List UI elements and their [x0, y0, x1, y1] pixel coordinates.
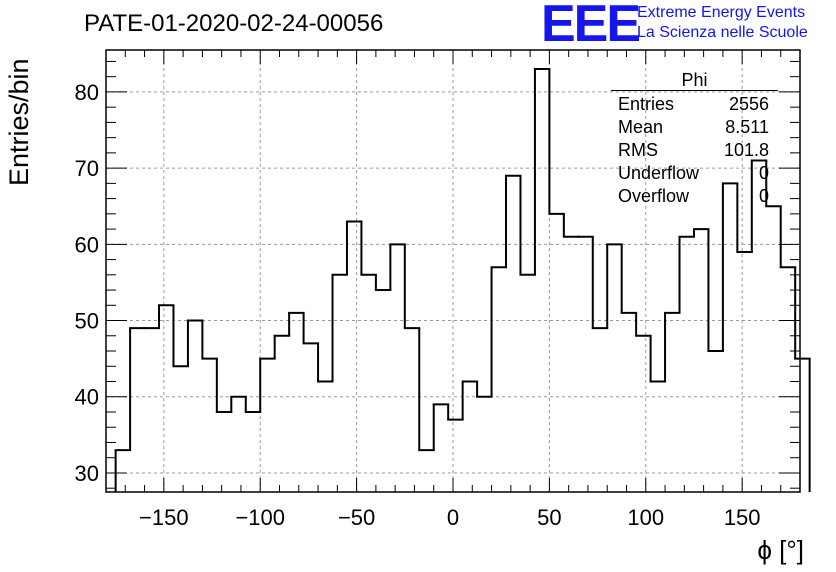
stats-label: Entries	[618, 94, 675, 114]
chart-title: PATE-01-2020-02-24-00056	[84, 10, 384, 37]
stats-value: 101.8	[723, 140, 769, 160]
x-tick-label: −100	[235, 505, 285, 530]
stats-row-entries: Entries 2556	[611, 93, 778, 116]
histogram-series	[114, 68, 811, 492]
stats-label: Mean	[618, 117, 664, 137]
y-tick-label: 70	[75, 156, 99, 181]
stats-box: Phi Entries 2556 Mean 8.511 RMS 101.8 Un…	[611, 70, 778, 208]
stats-row-rms: RMS 101.8	[611, 139, 778, 162]
axis-tick-labels: −150 −100 −50 0 50 100 150 30 40 50 60 70 80	[75, 80, 761, 530]
y-axis-label: Entries/bin	[4, 58, 34, 186]
x-tick-label: 150	[724, 505, 761, 530]
x-tick-label: −150	[139, 505, 189, 530]
stats-box-divider	[611, 90, 778, 91]
x-tick-label: 0	[447, 505, 459, 530]
grid-lines	[106, 50, 800, 492]
y-axis-label-wrap: Entries/bin	[2, 58, 42, 186]
stats-row-overflow: Overflow 0	[611, 185, 778, 208]
y-tick-label: 30	[75, 461, 99, 486]
y-tick-label: 80	[75, 80, 99, 105]
stats-value: 8.511	[725, 117, 769, 137]
x-tick-label: 50	[537, 505, 561, 530]
eee-logo: EEE	[541, 0, 641, 53]
stats-label: Underflow	[618, 163, 700, 183]
y-tick-label: 40	[75, 385, 99, 410]
stats-box-title: Phi	[681, 70, 708, 90]
axis-ticks	[105, 50, 801, 492]
logo-text-line2: La Scienza nelle Scuole	[637, 24, 808, 41]
x-tick-label: 100	[627, 505, 664, 530]
stats-label: RMS	[618, 140, 658, 160]
stats-value: 0	[758, 163, 769, 183]
y-tick-label: 50	[75, 309, 99, 334]
logo-text-line1: Extreme Energy Events	[637, 4, 806, 21]
stats-value: 2556	[728, 94, 769, 114]
stats-label: Overflow	[618, 186, 690, 206]
stats-row-mean: Mean 8.511	[611, 116, 778, 139]
stats-value: 0	[758, 186, 769, 206]
stats-row-underflow: Underflow 0	[611, 162, 778, 185]
x-tick-label: −50	[338, 505, 375, 530]
x-axis-label: ϕ [°]	[757, 535, 804, 565]
y-tick-label: 60	[75, 232, 99, 257]
